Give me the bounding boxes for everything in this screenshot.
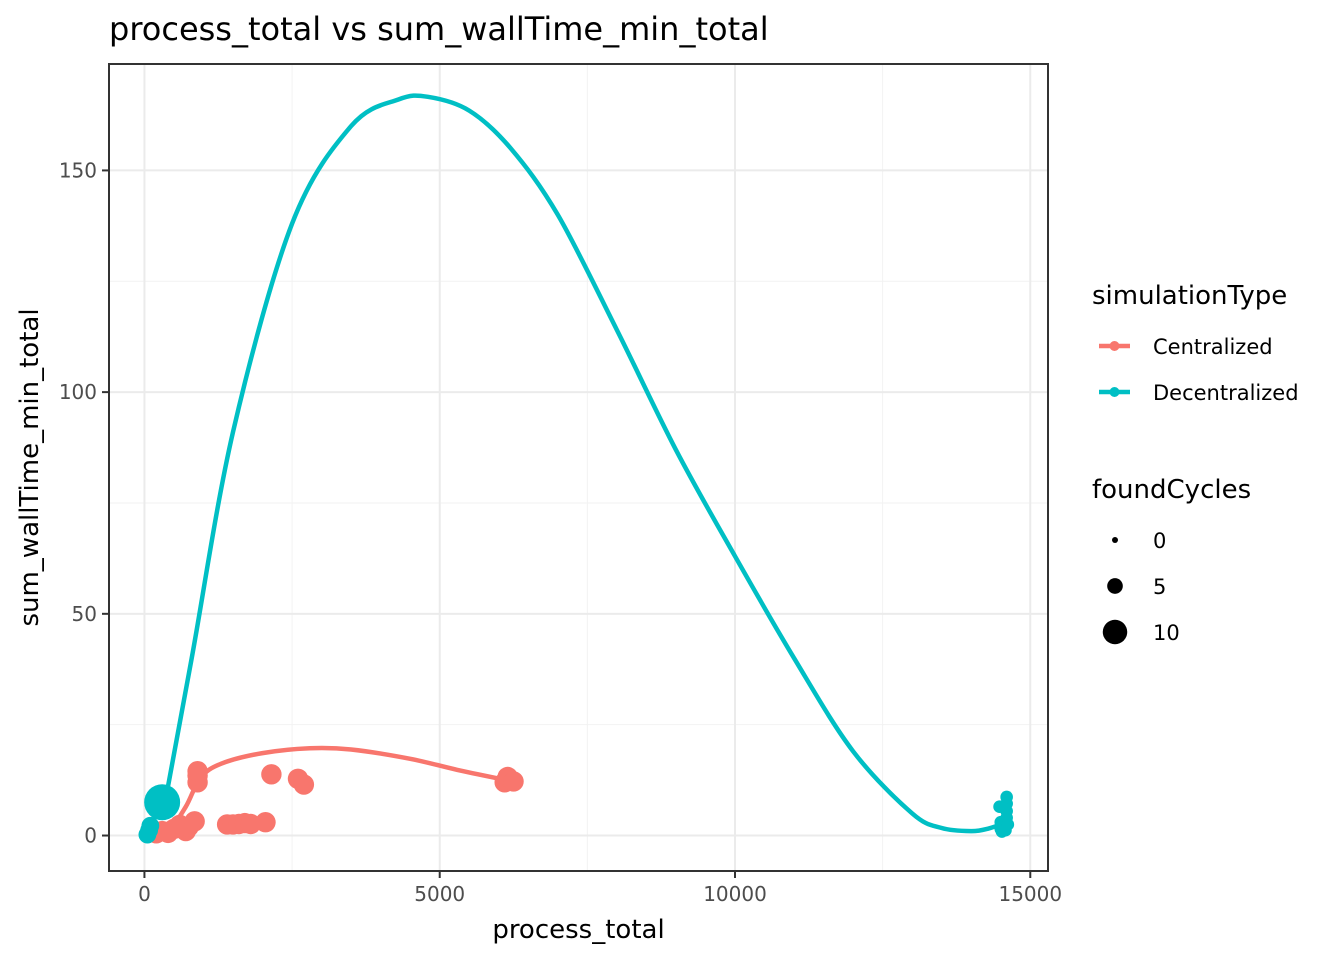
y-tick-label: 50 (72, 602, 97, 626)
data-point-decentralized (1001, 818, 1015, 831)
y-axis: 0 50 100 150 (59, 158, 108, 848)
x-axis-title: process_total (492, 915, 664, 945)
color-legend-title: simulationType (1092, 281, 1287, 311)
data-point-centralized (240, 813, 261, 835)
y-tick-label: 0 (84, 824, 97, 848)
data-point-decentralized (141, 816, 160, 835)
legend-label: Decentralized (1153, 381, 1299, 405)
smooth-line-decentralized (159, 93, 1009, 834)
x-tick-label: 0 (138, 882, 151, 906)
plot-panel (108, 63, 1049, 872)
plot-background (109, 64, 1048, 871)
data-point-centralized (184, 811, 205, 832)
legend-size-key (1107, 578, 1123, 594)
data-point-decentralized (144, 784, 181, 821)
x-tick-label: 10000 (703, 882, 767, 906)
size-legend-title: foundCycles (1092, 475, 1251, 505)
y-axis-title: sum_wallTime_min_total (15, 308, 45, 626)
legend-key-point (1109, 387, 1120, 397)
chart-title: process_total vs sum_wallTime_min_total (109, 10, 769, 48)
data-point-centralized (187, 761, 208, 782)
legend-label: 5 (1153, 575, 1166, 599)
legend-label: Centralized (1153, 335, 1273, 359)
data-point-centralized (293, 774, 315, 795)
plot-border (108, 63, 1049, 872)
x-tick-label: 15000 (998, 882, 1062, 906)
x-tick-label: 5000 (414, 882, 465, 906)
legend-size-key (1102, 619, 1128, 645)
color-legend-entries: Centralized Decentralized (1099, 335, 1299, 405)
grid-major (109, 64, 1048, 871)
grid-minor (109, 64, 1048, 871)
legend: simulationType CentralizedDecentralized … (1092, 281, 1299, 645)
legend-label: 0 (1153, 529, 1166, 553)
size-legend-entries: 0 5 10 (1102, 529, 1180, 645)
data-point-decentralized (1000, 790, 1013, 804)
legend-size-key (1112, 537, 1118, 543)
y-tick-label: 150 (59, 158, 97, 182)
legend-key-point (1109, 341, 1120, 351)
data-point-centralized (261, 764, 282, 785)
x-axis: 0 5000 10000 15000 (138, 872, 1062, 906)
legend-label: 10 (1153, 621, 1180, 645)
y-tick-label: 100 (59, 380, 97, 404)
data-point-centralized (255, 812, 276, 833)
data-points (138, 761, 1015, 844)
data-point-centralized (503, 771, 524, 792)
